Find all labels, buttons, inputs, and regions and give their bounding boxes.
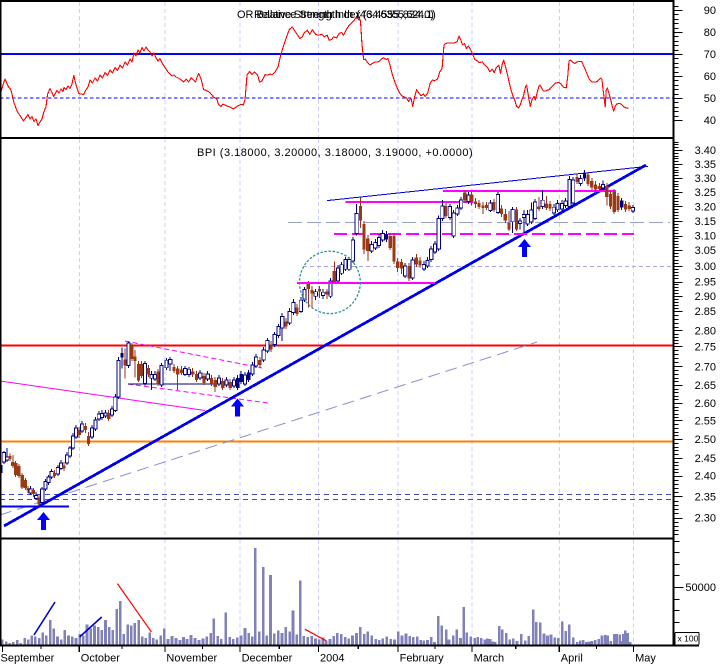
svg-text:3.25: 3.25 [695, 187, 716, 199]
svg-text:3.40: 3.40 [695, 145, 716, 157]
svg-text:2.85: 2.85 [695, 306, 716, 318]
svg-text:3.05: 3.05 [695, 245, 716, 257]
svg-text:2.65: 2.65 [695, 380, 716, 392]
svg-text:x 100: x 100 [678, 634, 699, 644]
svg-text:3.30: 3.30 [695, 173, 716, 185]
svg-text:2.70: 2.70 [695, 362, 716, 374]
svg-text:BPI (3.18000, 3.20000, 3.18000: BPI (3.18000, 3.20000, 3.18000, 3.19000,… [197, 147, 473, 159]
svg-text:2.95: 2.95 [695, 277, 716, 289]
svg-text:OR Balance Strength In (46.455: OR Balance Strength In (46.4555,834.0) [237, 9, 434, 21]
svg-text:60: 60 [704, 71, 716, 83]
svg-text:70: 70 [704, 49, 716, 61]
svg-text:Relative Strength Index (34.63: Relative Strength Index (34.6355,624.1) [254, 9, 435, 21]
svg-text:May: May [635, 653, 656, 665]
svg-text:November: November [166, 653, 217, 665]
svg-text:April: April [561, 653, 583, 665]
svg-text:2.45: 2.45 [695, 453, 716, 465]
svg-text:2.40: 2.40 [695, 471, 716, 483]
svg-text:3.20: 3.20 [695, 202, 716, 214]
svg-text:50: 50 [704, 93, 716, 105]
svg-text:3.10: 3.10 [695, 231, 716, 243]
svg-text:80: 80 [704, 27, 716, 39]
svg-text:February: February [400, 653, 445, 665]
svg-text:2.30: 2.30 [695, 513, 716, 525]
svg-text:March: March [474, 653, 505, 665]
svg-text:2.90: 2.90 [695, 291, 716, 303]
svg-text:3.00: 3.00 [695, 261, 716, 273]
svg-text:2.60: 2.60 [695, 398, 716, 410]
svg-text:90: 90 [704, 5, 716, 17]
svg-text:September: September [1, 653, 55, 665]
svg-text:2.80: 2.80 [695, 326, 716, 338]
svg-text:2.35: 2.35 [695, 492, 716, 504]
svg-text:3.35: 3.35 [695, 159, 716, 171]
svg-text:40: 40 [704, 115, 716, 127]
svg-text:50000: 50000 [685, 582, 716, 594]
svg-text:2.75: 2.75 [695, 341, 716, 353]
svg-text:3.15: 3.15 [695, 216, 716, 228]
svg-text:2.50: 2.50 [695, 434, 716, 446]
svg-text:2.55: 2.55 [695, 416, 716, 428]
svg-text:October: October [81, 653, 120, 665]
svg-text:December: December [242, 653, 293, 665]
svg-text:2004: 2004 [320, 653, 344, 665]
